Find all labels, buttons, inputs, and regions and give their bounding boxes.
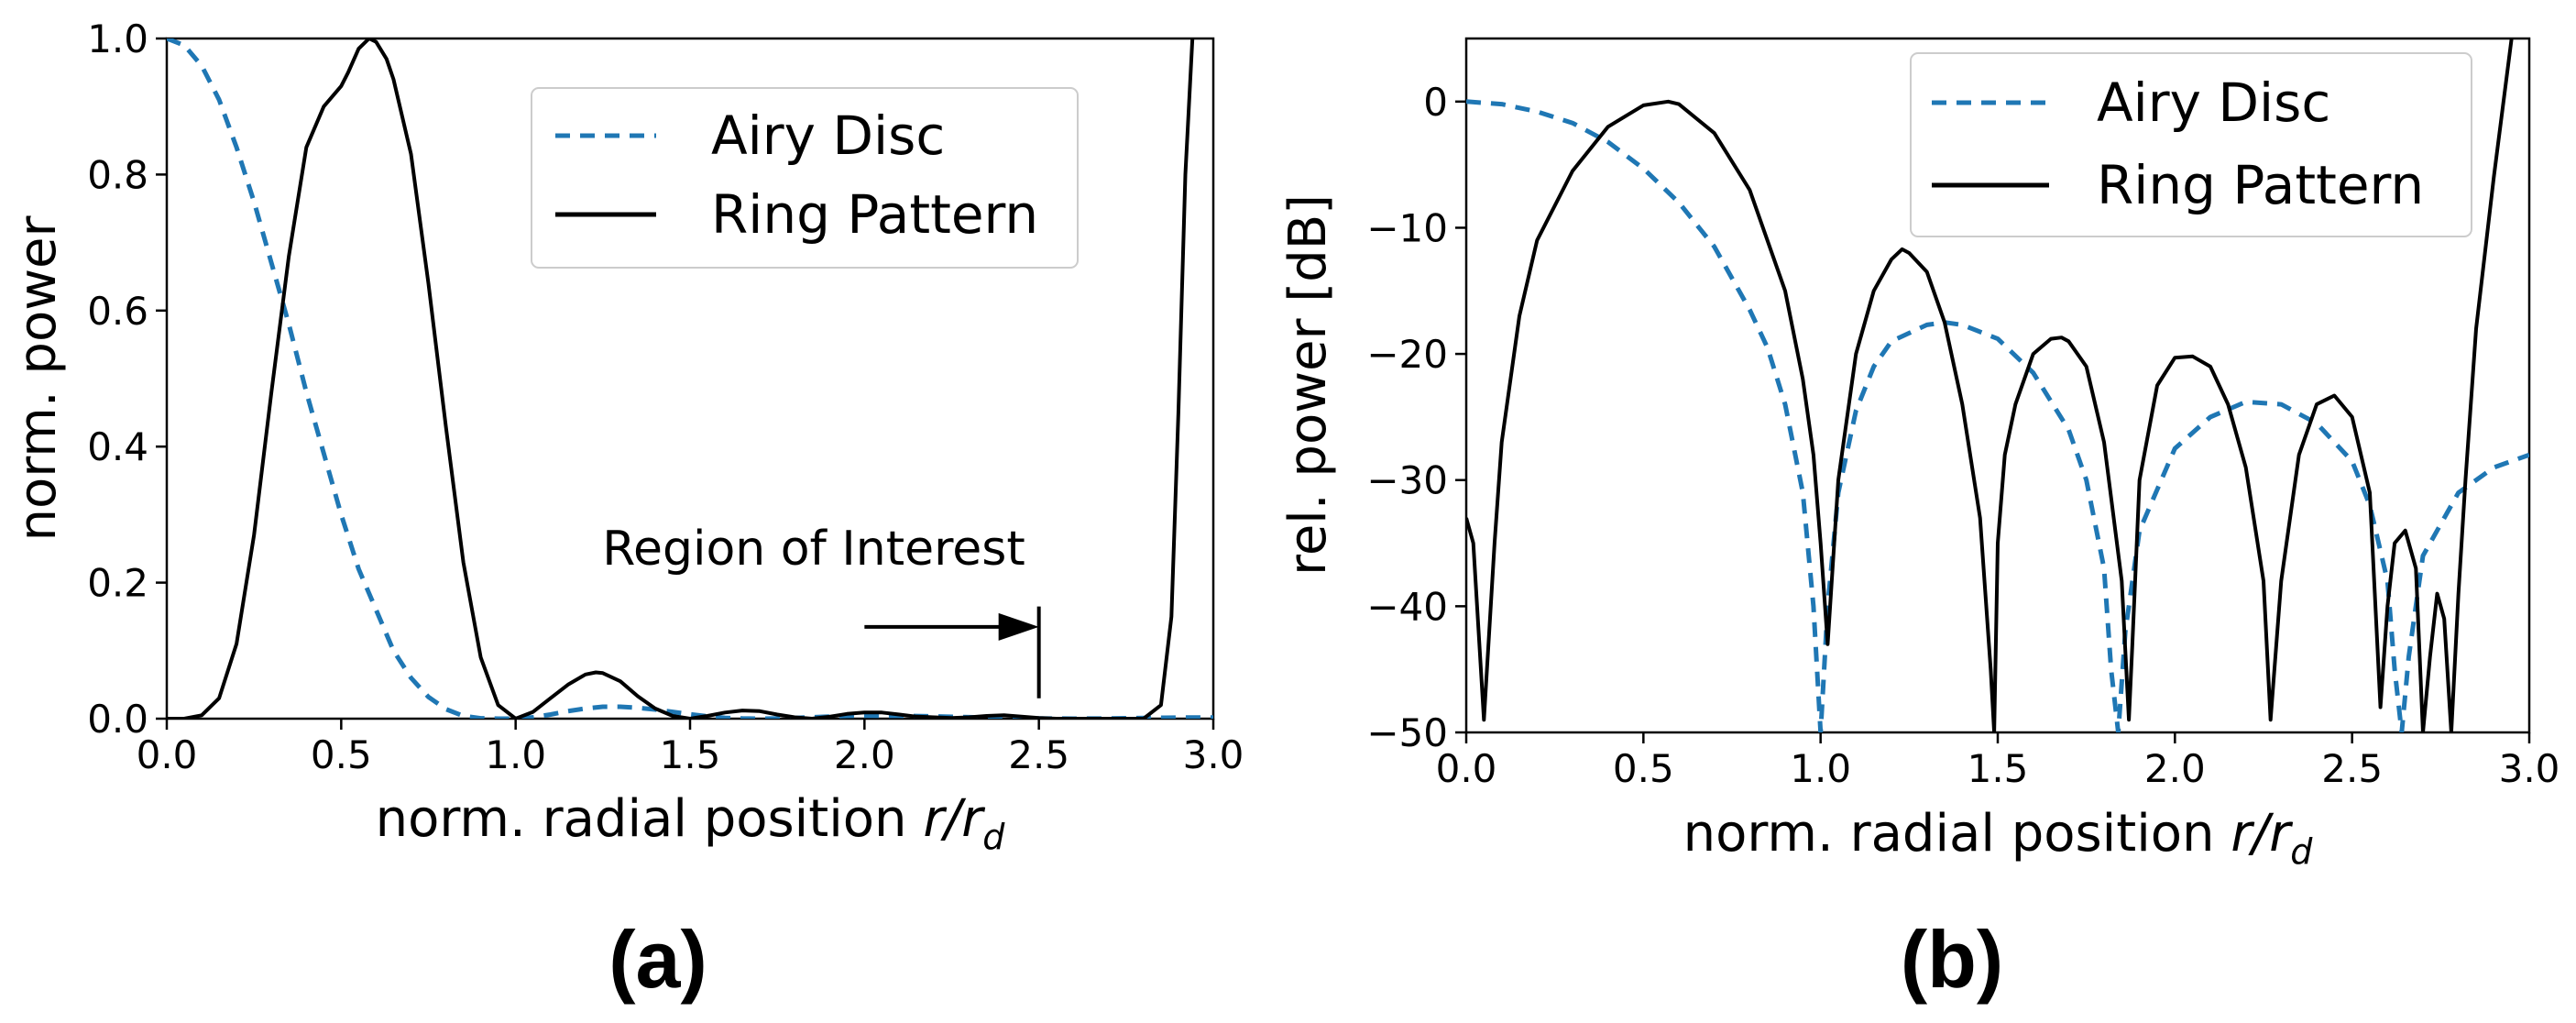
y-tick-label-b: −10 [1366, 205, 1448, 250]
legend-label-ring-b: Ring Pattern [2097, 154, 2424, 216]
panel-a: 0.0 0.5 1.0 1.5 2.0 2.5 3.0 0.0 0.2 0.4 0.6 0.8 1.0… [8, 16, 1244, 1005]
y-tick-label-b: −40 [1366, 584, 1448, 629]
panel-label-a: (a) [608, 914, 707, 1005]
x-axis-label-a-prefix: norm. radial position [376, 789, 924, 849]
y-tick-label-a: 0.2 [87, 561, 148, 606]
y-axis-label-a: norm. power [8, 215, 68, 542]
y-tick-label-b: −30 [1366, 458, 1448, 503]
ring-pattern-line-a [167, 38, 1195, 719]
x-tick-label-a: 0.5 [311, 732, 372, 777]
y-tick-label-b: −50 [1366, 710, 1448, 755]
x-tick-label-a: 3.0 [1183, 732, 1244, 777]
x-tick-label-a: 2.0 [834, 732, 895, 777]
y-tick-label-a: 0.8 [87, 152, 148, 197]
panel-b: 0.0 0.5 1.0 1.5 2.0 2.5 3.0 0 −10 −20 −30 −40 −50 A… [1278, 37, 2560, 1005]
x-axis-label-b: norm. radial position r/rd [1683, 804, 2314, 872]
y-tick-label-a: 0.0 [87, 697, 148, 742]
legend-b: Airy Disc Ring Pattern [1910, 52, 2472, 237]
x-axis-label-a-sub: d [982, 817, 1005, 857]
panel-label-b: (b) [1901, 914, 2003, 1005]
y-tick-label-a: 1.0 [87, 16, 148, 61]
x-tick-label-b: 2.0 [2144, 746, 2206, 791]
annotation-arrow-head [998, 612, 1039, 641]
ring-pattern-line-b [1466, 38, 2516, 732]
x-tick-label-a: 1.5 [660, 732, 721, 777]
x-axis-label-b-prefix: norm. radial position [1683, 804, 2231, 864]
series-group-a [167, 38, 1213, 719]
x-ticks-a: 0.0 0.5 1.0 1.5 2.0 2.5 3.0 [137, 719, 1244, 777]
legend-label-airy-a: Airy Disc [711, 104, 945, 167]
x-tick-label-b: 1.0 [1790, 746, 1851, 791]
x-axis-label-b-sub: d [2290, 831, 2313, 872]
x-tick-label-a: 1.0 [485, 732, 546, 777]
legend-box-b [1910, 52, 2472, 237]
legend-label-airy-b: Airy Disc [2097, 72, 2330, 134]
x-ticks-b: 0.0 0.5 1.0 1.5 2.0 2.5 3.0 [1436, 732, 2560, 791]
y-tick-label-a: 0.6 [87, 289, 148, 334]
x-tick-label-b: 0.5 [1613, 746, 1674, 791]
y-ticks-b: 0 −10 −20 −30 −40 −50 [1366, 80, 1466, 755]
series-group-b [1466, 38, 2529, 732]
legend-label-ring-a: Ring Pattern [711, 183, 1038, 246]
legend-box-a [531, 87, 1079, 269]
x-tick-label-a: 2.5 [1008, 732, 1069, 777]
legend-a: Airy Disc Ring Pattern [531, 87, 1079, 269]
x-axis-label-b-var: r/r [2231, 804, 2293, 864]
y-tick-label-b: 0 [1423, 80, 1448, 125]
annotation-region-of-interest: Region of Interest [602, 522, 1025, 577]
x-tick-label-b: 2.5 [2321, 746, 2383, 791]
x-axis-label-a: norm. radial position r/rd [376, 789, 1006, 857]
airy-disc-line-b [1466, 99, 2529, 732]
y-tick-label-b: −20 [1366, 332, 1448, 377]
y-tick-label-a: 0.4 [87, 424, 148, 469]
y-axis-label-b: rel. power [dB] [1278, 194, 1338, 576]
x-tick-label-b: 1.5 [1968, 746, 2029, 791]
x-tick-label-b: 0.0 [1436, 746, 1497, 791]
x-tick-label-b: 3.0 [2499, 746, 2560, 791]
y-ticks-a: 0.0 0.2 0.4 0.6 0.8 1.0 [87, 16, 167, 742]
x-tick-label-a: 0.0 [137, 732, 198, 777]
x-axis-label-a-var: r/r [923, 789, 985, 849]
